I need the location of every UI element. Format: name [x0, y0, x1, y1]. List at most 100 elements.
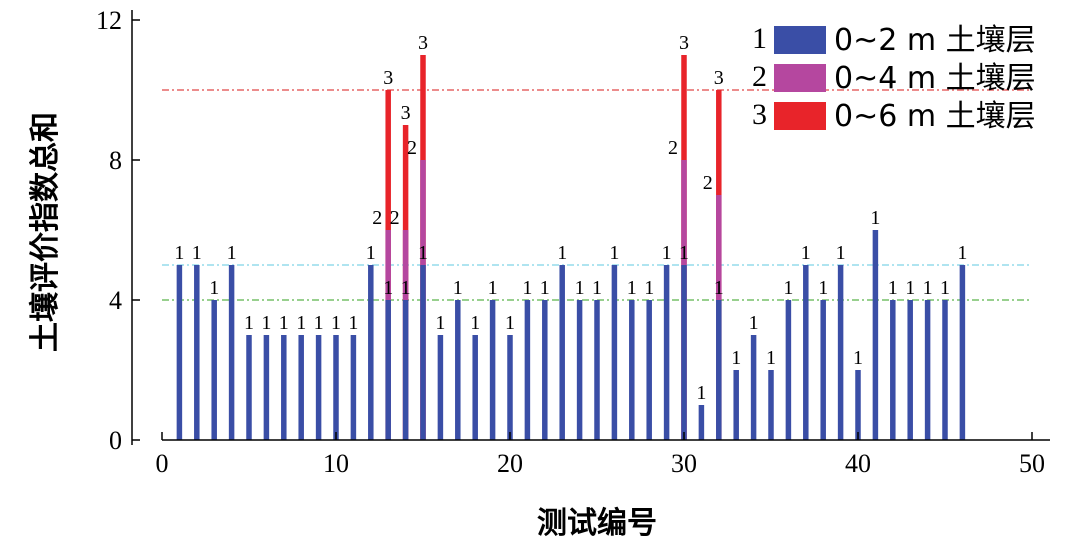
data-label: 2: [703, 172, 713, 194]
bar: [246, 335, 252, 440]
data-label: 1: [296, 312, 306, 334]
bar: [646, 300, 652, 440]
bar: [733, 370, 739, 440]
data-label: 1: [575, 277, 585, 299]
data-label: 1: [522, 277, 532, 299]
data-label: 1: [923, 277, 933, 299]
data-label: 1: [453, 277, 463, 299]
bar: [281, 335, 287, 440]
x-tick-label: 50: [1019, 449, 1045, 478]
data-label: 1: [227, 242, 237, 264]
y-tick-label: 4: [109, 286, 122, 315]
bar: [924, 300, 931, 440]
bar: [698, 405, 705, 440]
data-label: 1: [557, 242, 567, 264]
data-label: 3: [418, 32, 428, 54]
bar: [576, 300, 583, 440]
legend-label: 0~4 m 土壤层: [834, 61, 1036, 96]
data-label: 1: [696, 382, 706, 404]
data-label: 1: [401, 277, 411, 299]
data-label: 3: [679, 32, 689, 54]
legend-number: 3: [752, 98, 767, 131]
data-label: 1: [644, 277, 654, 299]
bar: [959, 265, 966, 440]
bar: [263, 335, 270, 440]
bar: [489, 300, 496, 440]
legend-number: 1: [752, 22, 767, 55]
bar: [176, 265, 183, 440]
bar: [559, 265, 565, 440]
data-label: 1: [244, 312, 254, 334]
bar: [507, 335, 513, 440]
bar: [402, 300, 409, 440]
bar: [629, 300, 635, 440]
data-label: 1: [905, 277, 915, 299]
data-label: 1: [505, 312, 515, 334]
bar: [785, 300, 792, 440]
bar: [768, 370, 774, 440]
data-label: 1: [766, 347, 776, 369]
data-label: 1: [783, 277, 793, 299]
data-label: 2: [668, 137, 678, 159]
bar: [228, 265, 235, 440]
y-tick-label: 8: [109, 146, 122, 175]
y-axis-title: 土壤评价指数总和: [28, 112, 63, 352]
data-label: 1: [662, 242, 672, 264]
bar: [333, 335, 339, 440]
bar: [350, 335, 357, 440]
bar: [716, 300, 722, 440]
y-tick-label: 0: [109, 426, 122, 455]
legend-label: 0~6 m 土壤层: [834, 99, 1036, 134]
data-label: 1: [279, 312, 289, 334]
bar: [663, 265, 670, 440]
bar: [472, 335, 478, 440]
data-label: 1: [383, 277, 393, 299]
data-label: 1: [870, 207, 880, 229]
data-label: 1: [818, 277, 828, 299]
data-label: 1: [540, 277, 550, 299]
x-tick-label: 10: [323, 449, 349, 478]
legend-swatch: [774, 64, 826, 92]
bar: [385, 300, 391, 440]
bar: [803, 265, 809, 440]
x-tick-label: 40: [845, 449, 871, 478]
bar: [820, 300, 826, 440]
bar: [681, 265, 687, 440]
bar: [437, 335, 444, 440]
data-label: 1: [888, 277, 898, 299]
y-tick-label: 12: [96, 6, 122, 35]
data-label: 1: [192, 242, 202, 264]
x-tick-label: 0: [156, 449, 169, 478]
legend: 1 0~2 m 土壤层 2 0~4 m 土壤层 3 0~6 m 土壤层: [752, 22, 1036, 134]
x-axis-title: 测试编号: [537, 506, 657, 541]
data-label: 2: [390, 207, 400, 229]
bar: [211, 300, 217, 440]
data-label: 1: [801, 242, 811, 264]
data-label: 1: [592, 277, 602, 299]
data-label: 1: [174, 242, 184, 264]
legend-number: 2: [752, 60, 767, 93]
bar: [420, 265, 426, 440]
bar: [611, 265, 618, 440]
data-label: 1: [749, 312, 759, 334]
data-label: 3: [401, 102, 411, 124]
data-label: 1: [714, 277, 724, 299]
x-tick-label: 20: [497, 449, 523, 478]
bar: [855, 370, 861, 440]
data-label: 1: [331, 312, 341, 334]
data-label: 1: [731, 347, 741, 369]
bar: [368, 265, 374, 440]
legend-swatch: [774, 102, 826, 130]
data-label: 1: [609, 242, 619, 264]
bar: [890, 300, 896, 440]
bar: [907, 300, 913, 440]
bar: [315, 335, 322, 440]
legend-swatch: [774, 26, 826, 54]
bar: [942, 300, 948, 440]
data-label: 1: [418, 242, 428, 264]
data-label: 1: [348, 312, 358, 334]
bar: [750, 335, 757, 440]
